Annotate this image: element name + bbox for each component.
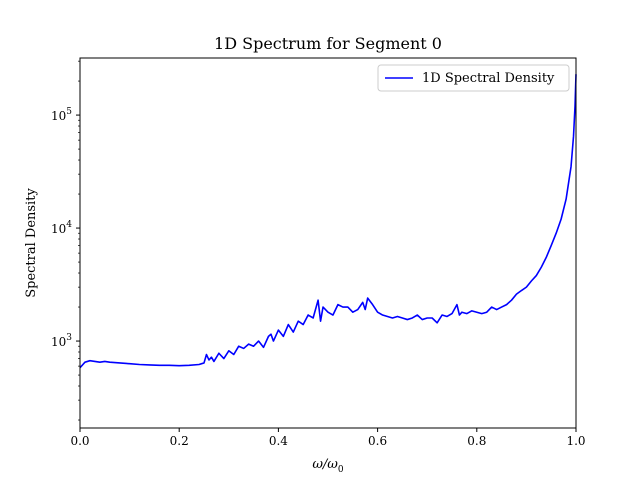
x-tick-label: 0.4 [269,434,288,448]
x-axis-label: ω/ω0 [312,457,344,475]
x-tick-label: 0.0 [70,434,89,448]
y-axis-label: Spectral Density [24,188,39,298]
y-tick-label-base: 10 [51,222,66,236]
x-axis-label-subscript: 0 [338,465,344,475]
series-line-spectral-density [79,74,577,369]
y-tick-label: 104 [51,220,72,236]
x-tick-label: 0.2 [170,434,189,448]
x-tick-label: 0.8 [467,434,486,448]
legend-label: 1D Spectral Density [422,71,555,86]
y-tick-label: 105 [51,107,72,123]
y-tick-label-exponent: 4 [66,220,72,230]
axes-frame [79,57,577,429]
y-tick-label-base: 10 [51,335,66,349]
chart-title: 1D Spectrum for Segment 0 [214,34,442,53]
x-axis: 0.0 0.2 0.4 0.6 0.8 1.0 [70,428,586,448]
y-tick-label-base: 10 [51,109,66,123]
x-axis-label-text: ω/ω [312,457,338,472]
x-tick-label: 1.0 [566,434,585,448]
legend-box [377,64,570,92]
legend: 1D Spectral Density [377,64,570,92]
x-tick-label: 0.6 [368,434,387,448]
y-tick-label-exponent: 5 [66,107,72,117]
y-tick-label-exponent: 3 [66,333,72,343]
y-tick-label: 103 [51,333,72,349]
plot-area [79,74,577,369]
